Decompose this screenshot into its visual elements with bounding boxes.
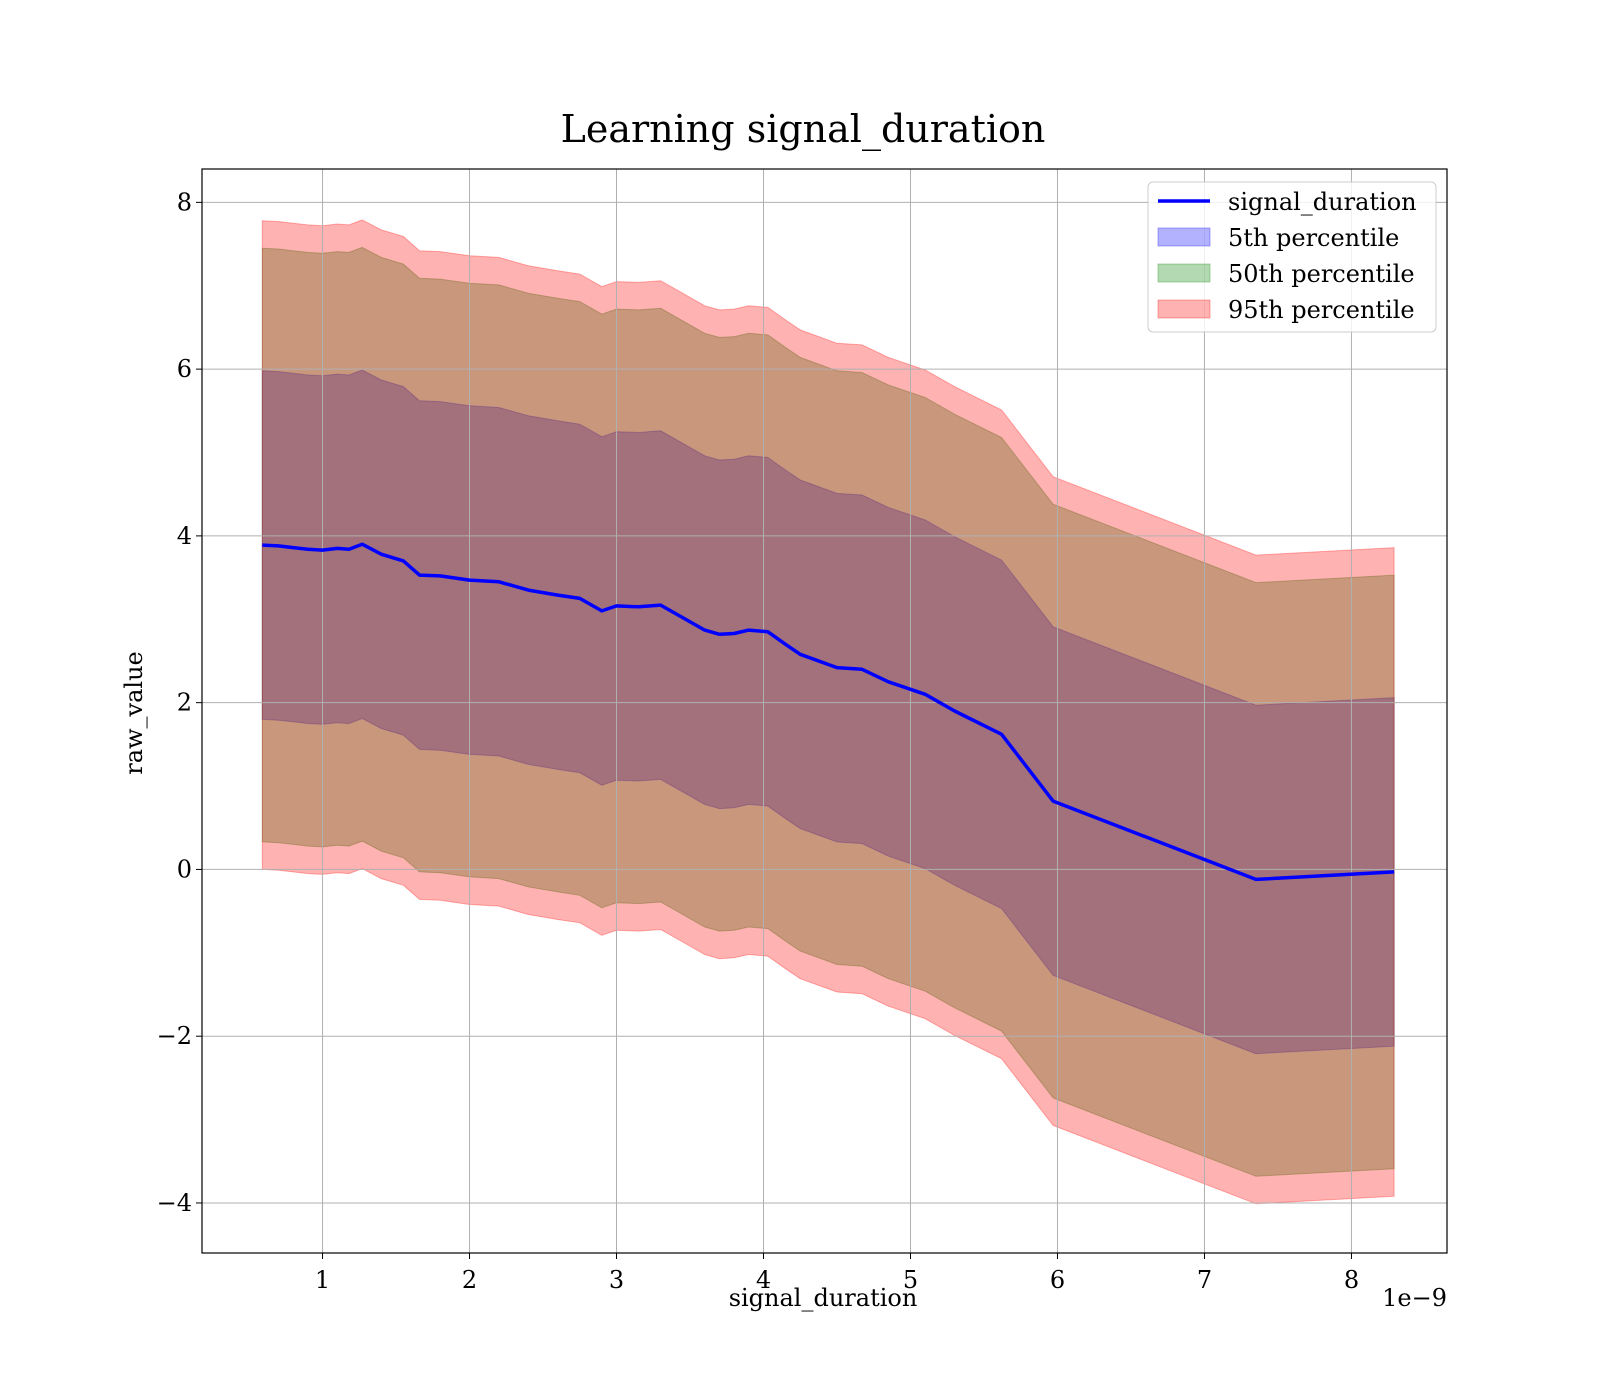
x-tick-label: 5 — [903, 1266, 918, 1294]
legend-label-50th-percentile: 50th percentile — [1228, 260, 1415, 288]
x-tick-label: 1 — [315, 1266, 330, 1294]
x-axis-ticks: 1 2 3 4 5 6 7 8 — [315, 1253, 1359, 1294]
x-tick-label: 7 — [1197, 1266, 1212, 1294]
grid-lines — [202, 169, 1447, 1253]
band-95th-percentile — [261, 219, 1395, 1205]
band-50th-percentile — [261, 246, 1395, 1177]
axes-frame — [201, 168, 1448, 1254]
y-axis-ticks: −4 −2 0 2 4 6 8 — [157, 188, 202, 1217]
legend-box — [1147, 181, 1437, 333]
x-tick-label: 8 — [1344, 1266, 1359, 1294]
legend-swatch-5th-percentile — [1157, 227, 1211, 247]
y-tick-label: −4 — [157, 1189, 192, 1217]
y-axis-label: raw_value — [120, 651, 148, 775]
legend-label-5th-percentile: 5th percentile — [1228, 224, 1399, 252]
band-5th-percentile — [261, 369, 1395, 1055]
legend: signal_duration 5th percentile 50th perc… — [1147, 181, 1437, 333]
x-tick-label: 6 — [1050, 1266, 1065, 1294]
chart-title: Learning signal_duration — [561, 107, 1046, 152]
x-tick-label: 3 — [609, 1266, 624, 1294]
y-tick-label: −2 — [157, 1022, 192, 1050]
x-tick-label: 2 — [462, 1266, 477, 1294]
x-axis-label: signal_duration — [729, 1284, 918, 1312]
x-tick-label: 4 — [756, 1266, 771, 1294]
percentile-bands — [261, 219, 1395, 1205]
legend-swatch-50th-percentile — [1157, 263, 1211, 283]
legend-label-signal-duration: signal_duration — [1228, 188, 1417, 216]
series-line-signal-duration — [262, 542, 1395, 882]
x-axis-offset-text: 1e−9 — [1382, 1284, 1447, 1312]
series-lines — [262, 542, 1395, 882]
y-tick-label: 2 — [177, 689, 192, 717]
legend-swatch-95th-percentile — [1157, 299, 1211, 319]
y-tick-label: 0 — [177, 855, 192, 883]
y-tick-label: 6 — [177, 355, 192, 383]
legend-label-95th-percentile: 95th percentile — [1228, 296, 1415, 324]
y-tick-label: 8 — [177, 188, 192, 216]
y-tick-label: 4 — [177, 522, 192, 550]
plot-area — [201, 168, 1448, 1254]
